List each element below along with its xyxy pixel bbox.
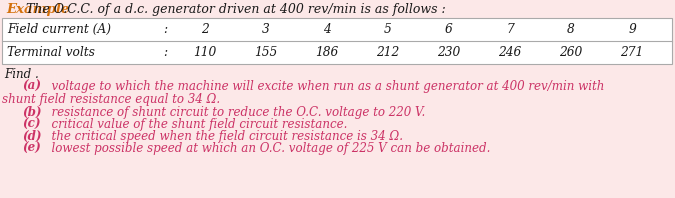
Text: 7: 7 — [506, 23, 514, 36]
Text: (c): (c) — [22, 118, 40, 131]
Text: 2: 2 — [201, 23, 209, 36]
Text: Terminal volts: Terminal volts — [7, 46, 95, 59]
Text: 110: 110 — [193, 46, 217, 59]
Text: lowest possible speed at which an O.C. voltage of 225 V can be obtained.: lowest possible speed at which an O.C. v… — [44, 142, 490, 155]
Text: 155: 155 — [254, 46, 277, 59]
Text: :: : — [163, 46, 167, 59]
Text: 271: 271 — [620, 46, 644, 59]
Text: The O.C.C. of a d.c. generator driven at 400 rev/min is as follows :: The O.C.C. of a d.c. generator driven at… — [6, 3, 446, 16]
Text: 3: 3 — [262, 23, 270, 36]
Text: 4: 4 — [323, 23, 331, 36]
Text: 8: 8 — [567, 23, 575, 36]
Text: 246: 246 — [498, 46, 522, 59]
Text: Field current (A): Field current (A) — [7, 23, 111, 36]
Text: (a): (a) — [22, 80, 41, 93]
FancyBboxPatch shape — [2, 18, 672, 64]
Text: 212: 212 — [377, 46, 400, 59]
Text: Find .: Find . — [4, 68, 38, 81]
Text: 230: 230 — [437, 46, 460, 59]
Text: :: : — [163, 23, 167, 36]
Text: 5: 5 — [384, 23, 392, 36]
Text: shunt field resistance equal to 34 Ω.: shunt field resistance equal to 34 Ω. — [2, 93, 220, 106]
Text: (b): (b) — [22, 106, 41, 119]
Text: the critical speed when the field circuit resistance is 34 Ω.: the critical speed when the field circui… — [44, 130, 403, 143]
Text: 186: 186 — [315, 46, 339, 59]
Text: critical value of the shunt field circuit resistance.: critical value of the shunt field circui… — [44, 118, 348, 131]
Text: 9: 9 — [628, 23, 636, 36]
Text: 6: 6 — [445, 23, 453, 36]
Text: voltage to which the machine will excite when run as a shunt generator at 400 re: voltage to which the machine will excite… — [44, 80, 604, 93]
Text: 260: 260 — [560, 46, 583, 59]
Text: (d): (d) — [22, 130, 41, 143]
Text: resistance of shunt circuit to reduce the O.C. voltage to 220 V.: resistance of shunt circuit to reduce th… — [44, 106, 425, 119]
Text: (e): (e) — [22, 142, 40, 155]
Text: Example: Example — [6, 3, 70, 16]
